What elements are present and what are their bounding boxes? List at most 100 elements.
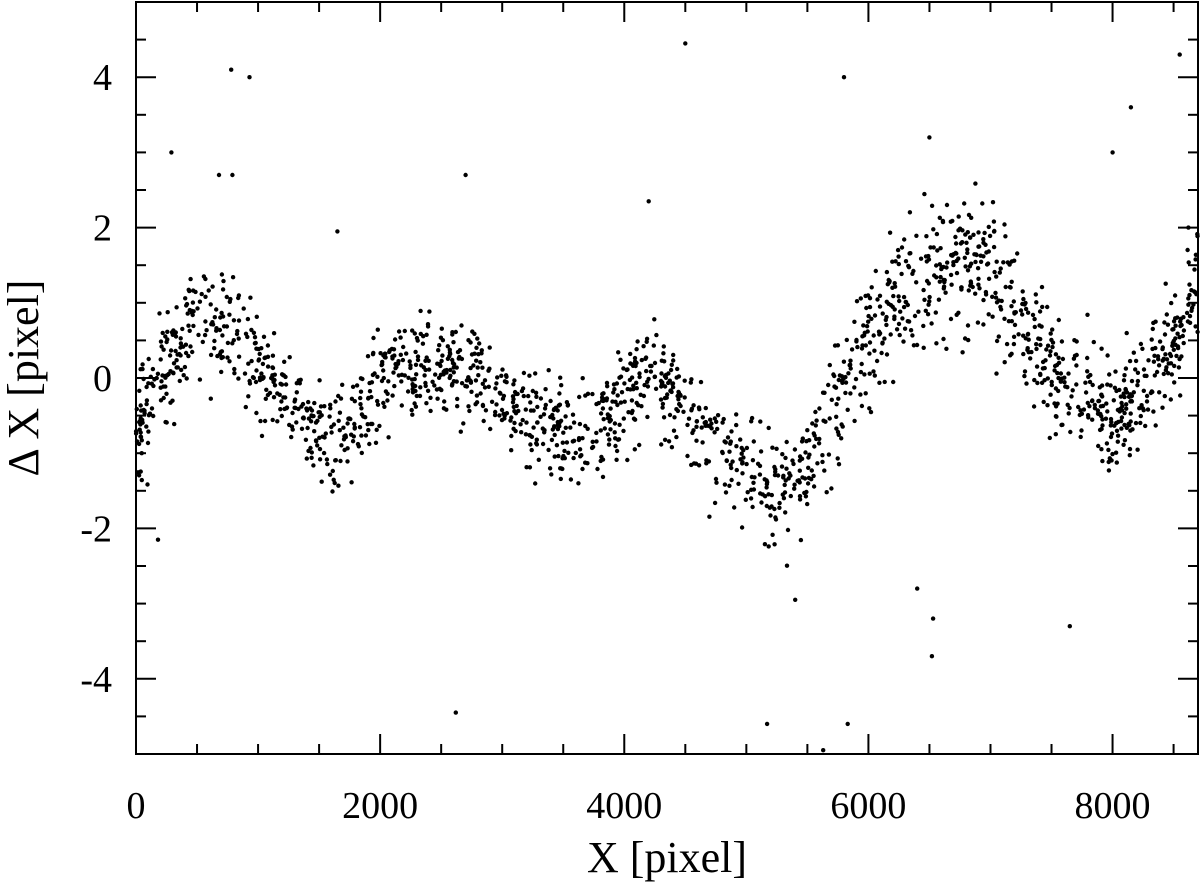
data-point xyxy=(557,391,562,396)
data-point xyxy=(1079,428,1084,433)
data-point xyxy=(991,219,997,224)
data-point xyxy=(949,282,954,287)
data-point xyxy=(580,376,585,381)
data-point xyxy=(271,379,276,385)
data-point xyxy=(175,365,180,370)
data-point xyxy=(512,420,517,426)
data-point xyxy=(217,327,223,333)
data-point xyxy=(1047,435,1053,441)
data-point xyxy=(407,359,412,364)
data-point xyxy=(1172,293,1178,298)
data-point xyxy=(1048,331,1053,336)
data-point xyxy=(1149,337,1154,342)
data-point xyxy=(937,279,942,284)
data-point xyxy=(555,422,560,428)
data-point xyxy=(585,461,590,466)
data-point xyxy=(564,440,570,445)
data-point xyxy=(487,345,492,350)
data-point xyxy=(366,395,371,401)
data-point xyxy=(981,322,986,327)
data-point xyxy=(906,263,911,269)
data-point xyxy=(317,378,322,383)
data-point xyxy=(503,373,509,378)
data-point xyxy=(1118,406,1123,411)
data-point xyxy=(639,357,644,363)
data-point xyxy=(557,402,563,407)
data-point xyxy=(722,482,728,487)
data-point xyxy=(729,429,734,434)
data-point xyxy=(283,374,288,380)
data-point xyxy=(689,377,694,382)
data-point xyxy=(292,405,297,410)
data-point xyxy=(914,233,919,238)
data-point xyxy=(1067,405,1072,411)
data-point xyxy=(1165,371,1171,376)
data-point xyxy=(1055,370,1060,376)
data-point xyxy=(1035,380,1040,386)
data-point xyxy=(751,439,756,444)
data-point xyxy=(571,455,576,461)
data-point xyxy=(614,457,619,462)
data-point xyxy=(224,294,229,300)
data-point xyxy=(661,344,666,349)
data-point xyxy=(1022,369,1028,374)
data-point xyxy=(451,362,457,367)
data-point xyxy=(734,444,739,449)
data-point xyxy=(523,432,529,437)
data-point xyxy=(869,316,874,321)
data-point xyxy=(866,319,871,324)
data-point xyxy=(414,372,419,377)
data-point xyxy=(886,301,891,306)
data-point xyxy=(1162,320,1167,325)
data-point xyxy=(138,469,143,474)
data-point xyxy=(290,427,295,432)
data-point xyxy=(481,418,486,424)
data-point xyxy=(504,411,510,416)
data-point xyxy=(300,401,306,407)
data-point xyxy=(1023,306,1029,312)
data-point xyxy=(618,357,623,362)
data-point xyxy=(792,482,797,487)
data-point xyxy=(284,406,289,411)
data-point xyxy=(208,396,213,401)
data-point xyxy=(651,343,656,348)
data-point xyxy=(203,294,208,299)
data-point xyxy=(1039,324,1044,329)
data-point xyxy=(783,455,788,461)
data-point xyxy=(447,375,452,381)
data-point xyxy=(999,298,1004,304)
data-point xyxy=(140,366,145,372)
data-point xyxy=(732,505,737,510)
data-point xyxy=(365,354,371,359)
data-point xyxy=(1142,373,1147,378)
data-point xyxy=(252,341,258,346)
data-point xyxy=(448,367,453,373)
data-point xyxy=(872,373,877,378)
data-point xyxy=(815,461,820,466)
data-point xyxy=(145,440,151,446)
data-point xyxy=(204,328,209,333)
data-point xyxy=(243,404,248,410)
data-point xyxy=(1170,343,1175,348)
data-point xyxy=(246,394,251,399)
data-point xyxy=(418,331,423,337)
data-point xyxy=(494,381,499,386)
data-point xyxy=(764,721,770,727)
data-point xyxy=(840,380,845,385)
data-point xyxy=(671,428,677,433)
data-point xyxy=(467,378,473,383)
data-point xyxy=(934,341,939,346)
data-point xyxy=(469,352,475,357)
data-point xyxy=(436,348,441,353)
data-point xyxy=(528,442,533,447)
data-point xyxy=(962,255,967,260)
data-point xyxy=(558,375,563,380)
data-point xyxy=(380,359,385,365)
data-point xyxy=(638,392,643,397)
data-point xyxy=(1045,376,1051,381)
data-point xyxy=(912,313,918,319)
data-point xyxy=(1009,319,1014,324)
data-point xyxy=(1175,344,1181,349)
data-point xyxy=(822,390,827,395)
data-point xyxy=(327,414,332,419)
